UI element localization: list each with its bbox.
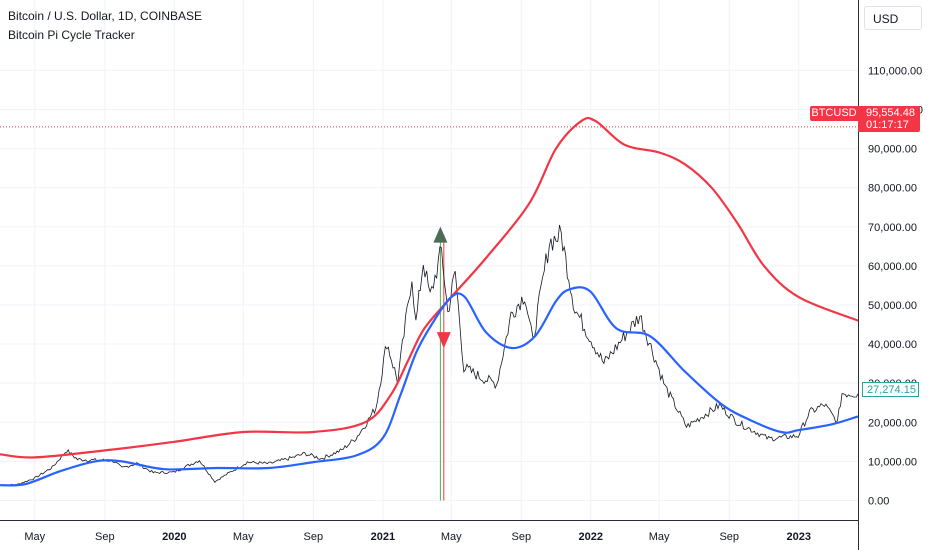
x-tick-label: Sep xyxy=(95,531,115,543)
time-axis-background xyxy=(0,520,932,550)
upper-ma-line xyxy=(0,116,859,459)
y-tick-label: 20,000.00 xyxy=(868,417,917,429)
price-series xyxy=(0,224,859,487)
x-tick-label: 2022 xyxy=(579,531,603,543)
y-tick-label: 10,000.00 xyxy=(868,456,917,468)
series-layer xyxy=(0,116,859,487)
indicator-name[interactable]: Bitcoin Pi Cycle Tracker xyxy=(8,28,135,42)
x-tick-label: May xyxy=(24,531,45,543)
y-tick-label: 70,000.00 xyxy=(868,222,917,234)
price-axis[interactable]: 0.0010,000.0020,000.0030,000.0040,000.00… xyxy=(868,65,923,507)
x-tick-label: Sep xyxy=(719,531,739,543)
y-tick-label: 90,000.00 xyxy=(868,144,917,156)
last-value-label: 27,274.15 xyxy=(862,382,919,397)
price-axis-background xyxy=(858,0,932,550)
x-tick-label: May xyxy=(233,531,254,543)
x-tick-label: 2023 xyxy=(787,531,811,543)
y-tick-label: 60,000.00 xyxy=(868,261,917,273)
chart-title: Bitcoin / U.S. Dollar, 1D, COINBASE xyxy=(8,9,203,23)
x-tick-label: Sep xyxy=(304,531,324,543)
y-tick-label: 110,000.00 xyxy=(868,65,922,77)
lower-ma-line xyxy=(0,286,859,487)
grid xyxy=(0,0,858,520)
y-tick-label: 0.00 xyxy=(868,495,889,507)
x-tick-label: 2021 xyxy=(371,531,395,543)
x-tick-label: Sep xyxy=(512,531,532,543)
time-axis[interactable]: May Sep 2020 May Sep 2021 May Sep 2022 May Sep 2023 xyxy=(24,531,811,543)
signal-markers xyxy=(433,226,451,349)
symbol-badge: BTCUSD xyxy=(810,106,858,121)
y-tick-label: 80,000.00 xyxy=(868,183,917,195)
y-tick-label: 40,000.00 xyxy=(868,339,917,351)
y-tick-label: 50,000.00 xyxy=(868,300,917,312)
currency-button[interactable]: USD xyxy=(864,6,922,30)
bar-countdown: 01:17:17 xyxy=(866,119,909,131)
buy-signal-marker[interactable] xyxy=(433,226,448,243)
x-tick-label: May xyxy=(441,531,462,543)
x-tick-label: May xyxy=(649,531,670,543)
current-price-label: 95,554.48 01:17:17 xyxy=(858,106,920,132)
current-price-value: 95,554.48 xyxy=(866,107,915,119)
sell-signal-marker[interactable] xyxy=(436,332,451,349)
x-tick-label: 2020 xyxy=(162,531,186,543)
